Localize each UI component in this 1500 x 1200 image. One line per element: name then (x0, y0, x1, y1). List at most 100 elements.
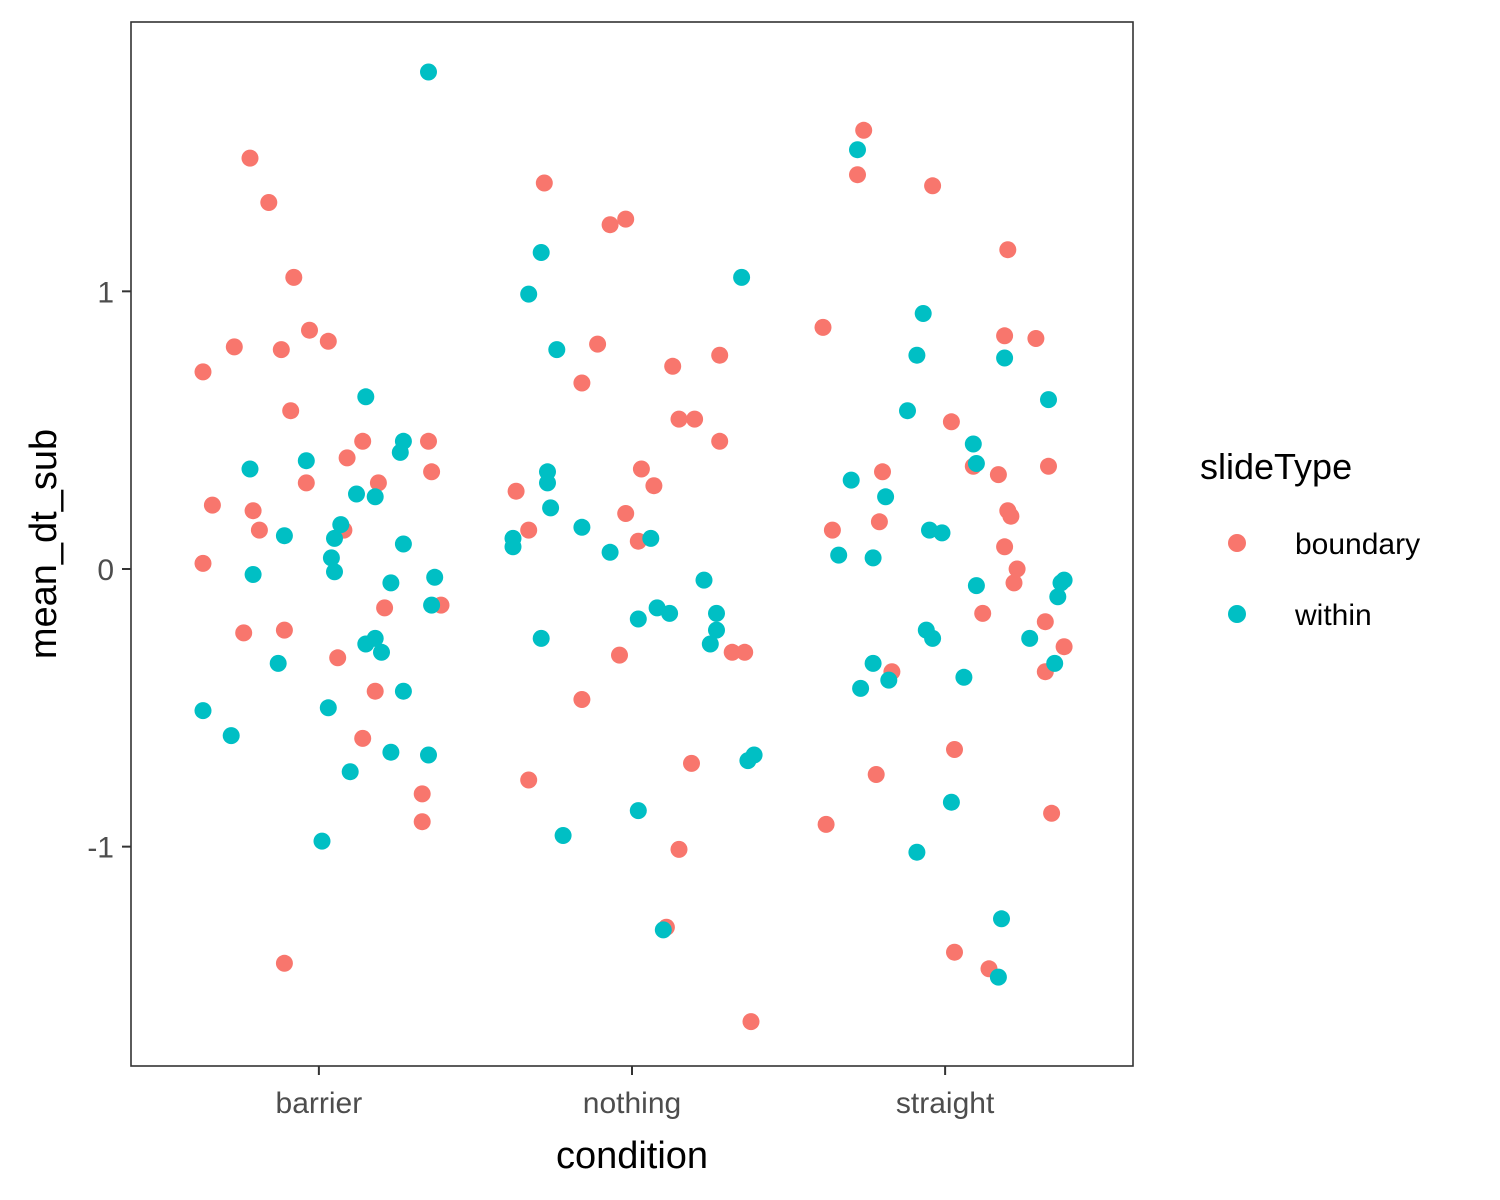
point-within-66 (914, 305, 932, 322)
point-within-1 (222, 727, 240, 745)
point-boundary-14 (297, 474, 315, 492)
point-within-75 (967, 455, 985, 472)
point-within-8 (319, 699, 337, 717)
point-within-58 (852, 679, 870, 697)
point-within-28 (426, 568, 444, 586)
point-within-12 (332, 516, 350, 534)
point-boundary-3 (225, 338, 243, 356)
point-within-24 (394, 535, 412, 553)
point-within-50 (708, 621, 725, 639)
x-tick-label-nothing: nothing (583, 1087, 681, 1120)
point-within-81 (1046, 654, 1064, 672)
point-boundary-47 (670, 410, 688, 428)
point-boundary-65 (942, 413, 960, 431)
point-boundary-55 (814, 318, 832, 336)
point-boundary-4 (235, 624, 253, 642)
point-within-25 (394, 682, 412, 700)
point-within-40 (573, 518, 591, 536)
point-within-56 (842, 471, 860, 489)
point-boundary-37 (601, 216, 619, 234)
point-boundary-17 (329, 649, 347, 667)
point-boundary-22 (366, 682, 384, 700)
point-within-17 (366, 629, 384, 647)
x-axis: barrier nothing straight (276, 1066, 995, 1120)
y-tick-label-0: 0 (97, 554, 114, 587)
point-boundary-20 (354, 729, 372, 747)
point-boundary-8 (260, 194, 278, 211)
point-within-7 (313, 832, 331, 850)
point-within-51 (708, 604, 725, 622)
point-boundary-11 (275, 621, 293, 639)
point-boundary-59 (855, 121, 873, 139)
point-boundary-72 (996, 327, 1014, 345)
point-within-76 (989, 968, 1007, 986)
point-boundary-46 (670, 840, 688, 858)
point-within-70 (933, 524, 951, 542)
point-within-61 (877, 488, 895, 506)
point-boundary-5 (241, 149, 259, 167)
point-within-4 (269, 654, 287, 672)
point-within-60 (864, 549, 882, 567)
point-boundary-2 (194, 554, 212, 572)
point-within-9 (322, 549, 340, 567)
point-boundary-82 (1040, 457, 1057, 475)
point-within-41 (601, 543, 619, 561)
point-boundary-10 (275, 954, 293, 972)
point-boundary-83 (1043, 804, 1061, 822)
point-boundary-71 (989, 466, 1007, 484)
point-within-71 (942, 793, 960, 811)
point-within-23 (394, 432, 412, 450)
legend-key-within (1228, 605, 1246, 623)
point-within-18 (366, 488, 384, 506)
point-boundary-26 (413, 813, 431, 831)
point-within-0 (194, 702, 212, 720)
point-boundary-21 (354, 432, 372, 450)
point-boundary-77 (1005, 574, 1023, 592)
point-boundary-6 (244, 502, 262, 520)
point-within-55 (830, 546, 848, 564)
point-within-77 (993, 910, 1010, 928)
point-boundary-74 (999, 241, 1017, 259)
legend-label-within: within (1294, 599, 1372, 632)
point-boundary-56 (817, 815, 835, 833)
point-within-34 (532, 629, 550, 647)
point-within-27 (423, 596, 441, 614)
point-boundary-76 (1002, 507, 1020, 525)
point-within-63 (899, 402, 916, 420)
points-layer (194, 63, 1073, 1031)
x-tick-label-straight: straight (896, 1087, 995, 1120)
point-within-3 (244, 566, 262, 583)
point-boundary-84 (1055, 638, 1073, 656)
point-boundary-73 (996, 538, 1014, 556)
point-boundary-13 (285, 268, 303, 286)
point-within-49 (701, 635, 719, 653)
point-within-47 (661, 604, 679, 622)
legend-label-boundary: boundary (1295, 528, 1420, 561)
point-within-6 (297, 452, 315, 470)
point-boundary-28 (423, 463, 441, 481)
point-within-80 (1040, 391, 1057, 409)
point-boundary-52 (723, 643, 741, 661)
x-axis-title: condition (556, 1135, 708, 1177)
point-boundary-39 (617, 210, 635, 228)
point-boundary-62 (874, 463, 891, 481)
point-within-36 (539, 474, 556, 492)
point-within-43 (629, 610, 647, 628)
point-boundary-27 (420, 432, 437, 450)
point-boundary-79 (1027, 330, 1045, 347)
point-within-42 (629, 802, 647, 820)
point-within-13 (341, 763, 359, 781)
point-boundary-19 (338, 449, 356, 467)
point-within-15 (357, 388, 375, 406)
point-within-20 (382, 574, 400, 592)
point-within-31 (504, 538, 522, 556)
point-within-48 (695, 571, 713, 589)
point-within-73 (964, 435, 982, 453)
point-boundary-42 (632, 460, 650, 478)
point-boundary-40 (617, 505, 635, 522)
point-within-44 (642, 529, 660, 547)
point-within-79 (1021, 629, 1039, 647)
point-boundary-34 (573, 691, 591, 708)
point-within-52 (733, 268, 751, 286)
